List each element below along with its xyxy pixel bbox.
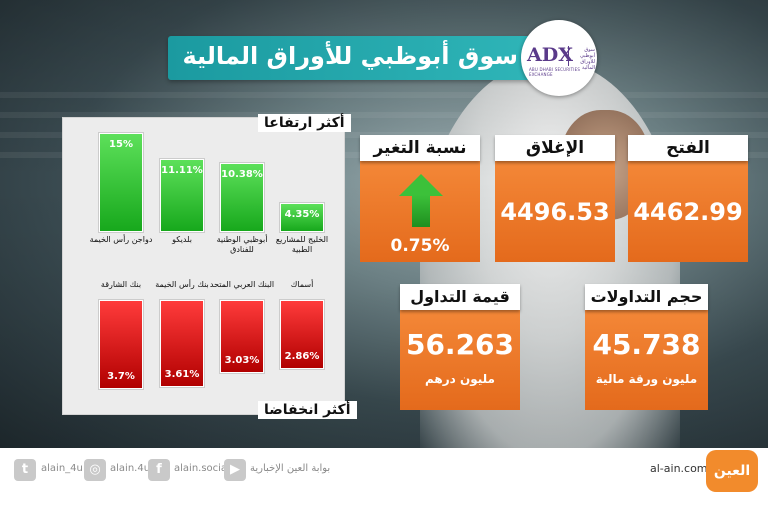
turnover-card: 56.263 مليون درهم [400, 300, 520, 410]
twitter-icon[interactable]: t [14, 459, 36, 481]
loser-bar [99, 300, 143, 389]
gainer-value: 15% [109, 139, 133, 150]
loser-name: أسماك [290, 280, 314, 289]
gainer-name: بلديكو [172, 235, 192, 244]
instagram-icon[interactable]: ◎ [84, 459, 106, 481]
open-label: الفتح [628, 135, 748, 161]
loser-name: البنك العربي المتحد [209, 280, 275, 289]
gainer-value: 4.35% [284, 209, 320, 221]
adx-logo: ADX سوق أبوظبي للأوراق المالية ABU DHABI… [521, 20, 597, 96]
loser-name: بنك الشارقة [100, 280, 142, 289]
volume-label: حجم التداولات [585, 284, 708, 310]
facebook-handle[interactable]: alain.social [174, 463, 230, 474]
gainer-bar [160, 158, 204, 232]
turnover-unit: مليون درهم [425, 372, 495, 386]
adx-logo-abbr: ADX [527, 44, 573, 66]
change-value: 0.75% [390, 236, 450, 256]
gainer-value: 10.38% [221, 169, 263, 181]
volume-value: 45.738 [592, 328, 701, 361]
change-label: نسبة التغير [360, 135, 480, 161]
volume-card: 45.738 مليون ورقة مالية [585, 300, 708, 410]
gainer-bar [220, 163, 264, 232]
close-value: 4496.53 [500, 198, 610, 226]
alain-logo[interactable]: العين [706, 450, 758, 492]
turnover-label: قيمة التداول [400, 284, 520, 310]
title-banner: سوق أبوظبي للأوراق المالية [168, 36, 540, 80]
loser-bar [280, 300, 324, 369]
twitter-handle[interactable]: alain_4u [41, 463, 83, 474]
gainer-name: الخليج للمشاريع الطبية [275, 235, 329, 254]
loser-bar [160, 300, 204, 387]
gainer-name: دواجن رأس الخيمة [89, 235, 153, 244]
up-arrow-stem [412, 195, 430, 227]
loser-value: 2.86% [284, 350, 320, 362]
gainer-bar [99, 133, 143, 232]
loser-value: 3.03% [224, 354, 260, 366]
youtube-icon[interactable]: ▶ [224, 459, 246, 481]
footer: t alain_4u ◎ alain.4u f alain.social ▶ ب… [0, 448, 768, 510]
loser-value: 3.7% [107, 370, 135, 382]
gainer-name: أبوظبي الوطنية للفنادق [216, 235, 268, 254]
gainers-label: أكثر ارتفاعا [258, 114, 351, 132]
close-label: الإغلاق [495, 135, 615, 161]
gainer-value: 11.11% [161, 164, 203, 176]
open-value: 4462.99 [633, 198, 743, 226]
loser-name: بنك رأس الخيمة [155, 280, 209, 289]
facebook-icon[interactable]: f [148, 459, 170, 481]
loser-value: 3.61% [164, 368, 200, 380]
loser-bar [220, 300, 264, 373]
adx-logo-english: ABU DHABI SECURITIES EXCHANGE [529, 67, 581, 77]
losers-label: أكثر انخفاضا [258, 401, 357, 419]
turnover-value: 56.263 [405, 328, 515, 361]
close-card: 4496.53 [495, 152, 615, 262]
instagram-handle[interactable]: alain.4u [110, 463, 151, 474]
open-card: 4462.99 [628, 152, 748, 262]
volume-unit: مليون ورقة مالية [595, 372, 698, 386]
site-url[interactable]: al-ain.com [650, 462, 708, 475]
adx-logo-arabic: سوق أبوظبي للأوراق المالية [579, 47, 595, 71]
youtube-name[interactable]: بوابة العين الإخبارية [250, 463, 331, 474]
up-arrow-icon [399, 174, 443, 196]
page-title: سوق أبوظبي للأوراق المالية [182, 42, 519, 70]
gainer-bar [280, 203, 324, 232]
